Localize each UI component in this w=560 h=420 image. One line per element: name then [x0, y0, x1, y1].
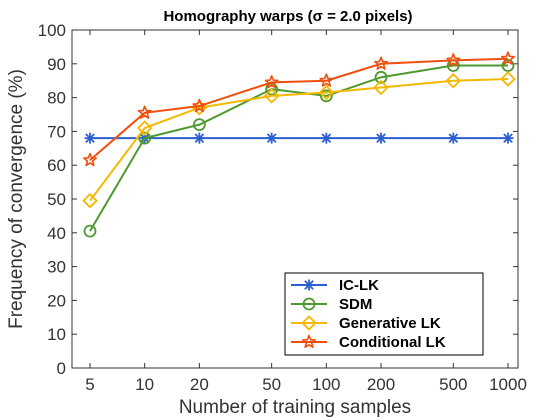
data-point	[136, 120, 153, 136]
legend-entry: IC-LK	[291, 277, 379, 294]
data-point	[445, 72, 462, 89]
x-tick-label: 200	[367, 375, 395, 394]
legend-marker	[303, 279, 315, 291]
legend-marker	[301, 315, 317, 331]
series-conditional-lk	[83, 51, 515, 167]
x-tick-label: 500	[439, 375, 467, 394]
y-tick-label: 0	[57, 359, 66, 378]
series-group	[82, 51, 516, 238]
legend: IC-LK SDM Generative LK Conditional LK	[284, 272, 484, 356]
legend-entry: SDM	[291, 296, 372, 313]
data-point	[192, 118, 206, 132]
x-tick-label: 20	[190, 375, 209, 394]
data-point	[373, 79, 389, 96]
legend-label: SDM	[339, 296, 372, 313]
data-point	[319, 73, 334, 87]
legend-marker	[302, 334, 316, 349]
y-tick-label: 30	[47, 258, 66, 277]
legend-label: Generative LK	[339, 315, 441, 332]
x-tick-label: 100	[312, 375, 340, 394]
y-tick-label: 80	[47, 89, 66, 108]
y-tick-label: 20	[47, 291, 66, 310]
legend-label: IC-LK	[339, 277, 379, 294]
series-line	[89, 78, 509, 202]
data-point	[447, 132, 459, 144]
data-point	[502, 132, 514, 144]
data-point	[320, 132, 332, 144]
x-tick-label: 50	[262, 375, 281, 394]
series-line	[89, 64, 508, 232]
y-tick-label: 10	[47, 325, 66, 344]
data-point	[263, 88, 280, 104]
data-point	[446, 53, 461, 67]
data-point	[319, 89, 333, 103]
axis-ticks: 0 10 20 30 40 50 60 70 80 90 100 5 10 20 50 100 200 500 10…	[38, 21, 527, 394]
data-point	[318, 84, 335, 101]
y-tick-label: 50	[47, 190, 66, 209]
legend-entry: Generative LK	[291, 315, 441, 332]
data-point	[266, 132, 278, 144]
legend-marker	[302, 297, 316, 311]
data-point	[500, 71, 516, 87]
y-tick-label: 90	[47, 55, 66, 74]
legend-label: Conditional LK	[339, 334, 446, 351]
y-tick-label: 100	[38, 21, 66, 40]
legend-entry: Conditional LK	[291, 334, 446, 351]
chart-title: Homography warps (σ = 2.0 pixels)	[163, 8, 412, 25]
data-point	[138, 131, 152, 145]
x-tick-label: 5	[85, 375, 94, 394]
y-tick-label: 40	[47, 224, 66, 243]
data-point	[84, 132, 96, 144]
y-tick-label: 60	[47, 156, 66, 175]
data-point	[192, 98, 207, 113]
data-point	[82, 192, 98, 209]
data-point	[265, 82, 279, 96]
data-point	[501, 59, 515, 72]
x-tick-label: 1000	[489, 375, 527, 394]
y-axis-label: Frequency of convergence (%)	[6, 69, 27, 329]
data-point	[264, 75, 279, 89]
data-point	[83, 224, 97, 238]
x-axis-label: Number of training samples	[179, 397, 411, 418]
y-tick-label: 70	[47, 122, 66, 141]
data-point	[374, 56, 389, 70]
data-point	[501, 51, 515, 65]
data-point	[137, 105, 152, 119]
data-point	[83, 152, 97, 167]
data-point	[374, 70, 388, 84]
series-line	[89, 57, 509, 161]
x-tick-label: 10	[135, 375, 154, 394]
series-sdm	[83, 59, 515, 238]
data-point	[193, 132, 205, 144]
data-point	[375, 132, 387, 144]
